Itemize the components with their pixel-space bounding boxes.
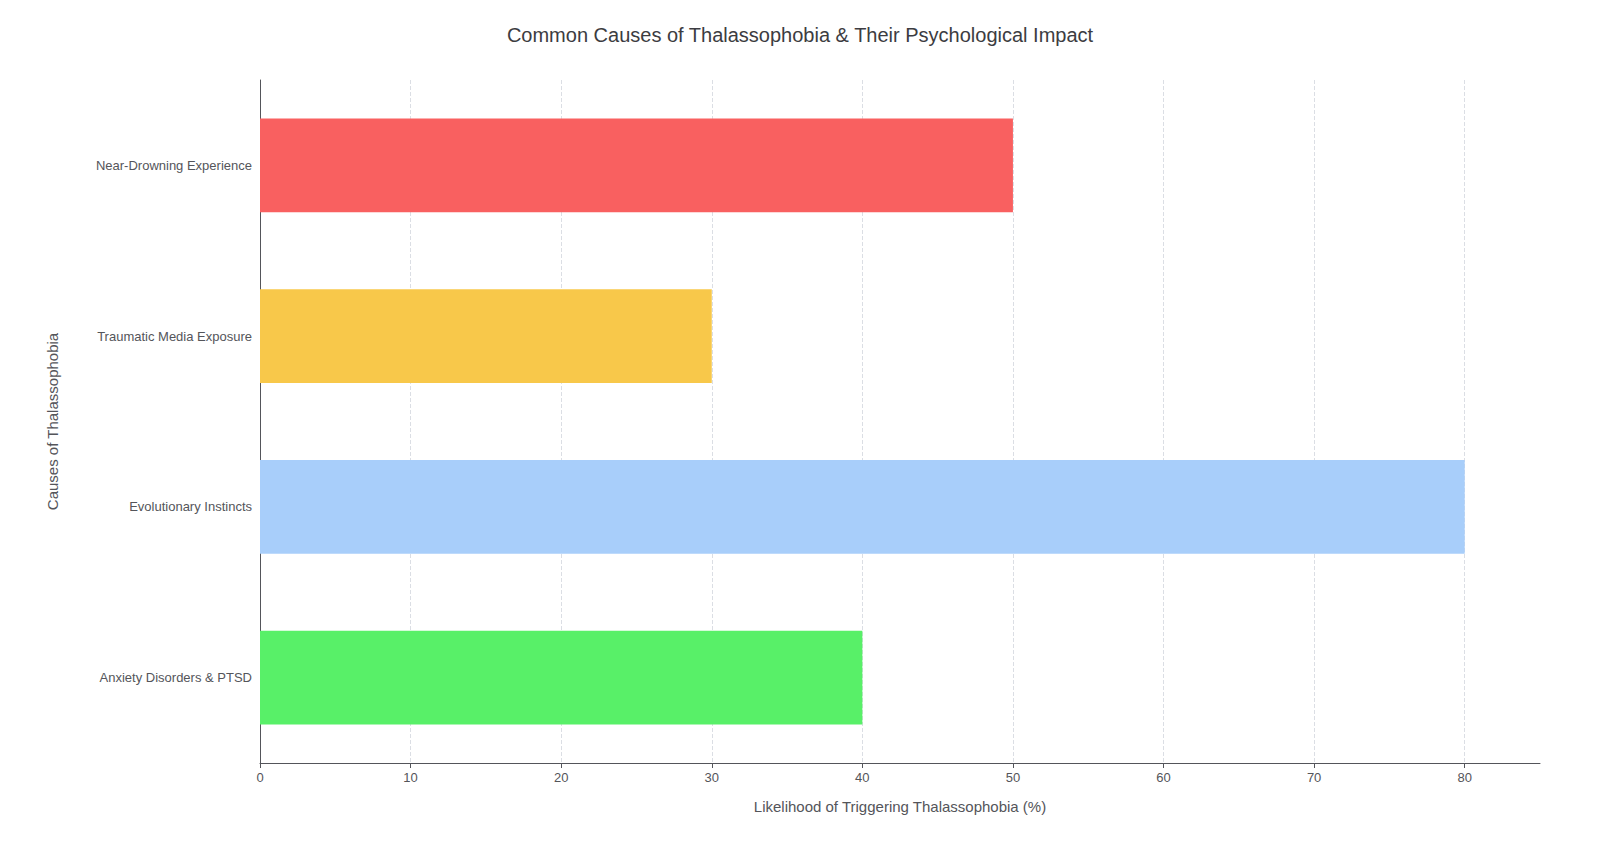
svg-text:0: 0 (256, 770, 263, 785)
svg-text:10: 10 (403, 770, 417, 785)
svg-text:50: 50 (1006, 770, 1020, 785)
svg-text:Likelihood of Triggering Thala: Likelihood of Triggering Thalassophobia … (754, 798, 1046, 815)
svg-text:20: 20 (554, 770, 568, 785)
svg-text:40: 40 (855, 770, 869, 785)
svg-text:Traumatic Media Exposure: Traumatic Media Exposure (97, 329, 252, 344)
svg-text:Evolutionary Instincts: Evolutionary Instincts (129, 499, 252, 514)
svg-text:Common Causes of Thalassophobi: Common Causes of Thalassophobia & Their … (507, 24, 1094, 46)
svg-text:Near-Drowning Experience: Near-Drowning Experience (96, 158, 252, 173)
svg-text:80: 80 (1457, 770, 1471, 785)
svg-text:30: 30 (705, 770, 719, 785)
svg-text:Causes of Thalassophobia: Causes of Thalassophobia (44, 332, 61, 510)
svg-text:Anxiety Disorders & PTSD: Anxiety Disorders & PTSD (100, 670, 252, 685)
svg-text:60: 60 (1156, 770, 1170, 785)
svg-text:70: 70 (1307, 770, 1321, 785)
